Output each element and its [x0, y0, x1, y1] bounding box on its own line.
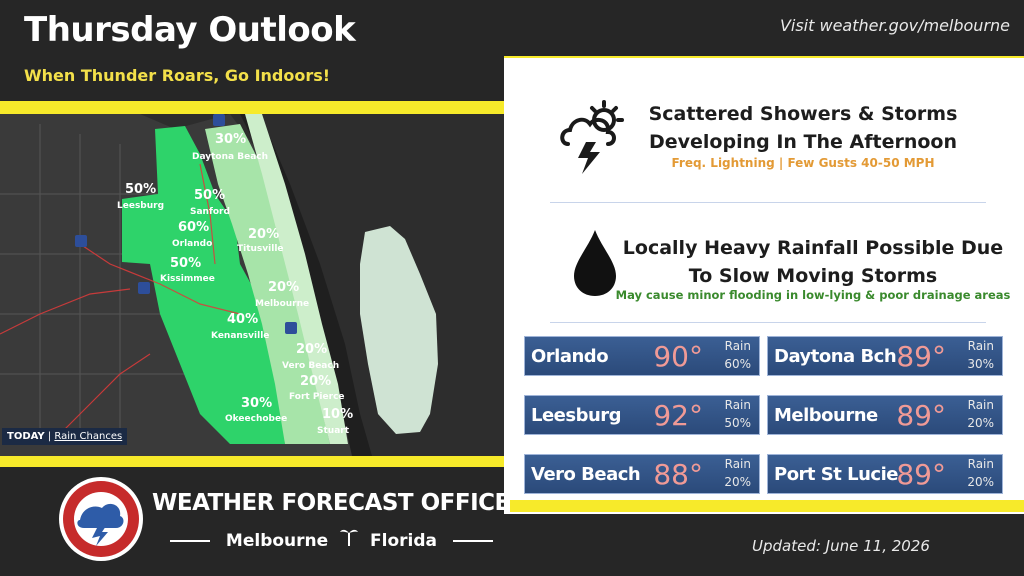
rain-pct: 60% [724, 357, 751, 371]
map-label-leesburg: Leesburg [117, 201, 165, 211]
map-pct-melbourne: 20% [268, 280, 300, 295]
map-pct-titusville: 20% [248, 227, 280, 242]
storm-headline: Scattered Showers & Storms Developing In… [640, 100, 966, 156]
map-label-titusville: Titusville [237, 244, 284, 254]
badge-today: TODAY [7, 431, 45, 442]
page-title: Thursday Outlook [24, 10, 356, 50]
rain-headline-line2: To Slow Moving Storms [688, 265, 938, 287]
rain-pct: 50% [724, 416, 751, 430]
map-label-sanford: Sanford [190, 207, 230, 217]
map-pct-orlando: 60% [178, 220, 210, 235]
rain-headline: Locally Heavy Rainfall Possible Due To S… [614, 234, 1012, 290]
map-label-daytona: Daytona Beach [192, 152, 269, 162]
rain-headline-line1: Locally Heavy Rainfall Possible Due [622, 237, 1004, 259]
map-graphic [0, 114, 520, 456]
map-pct-verobeach: 20% [296, 342, 328, 357]
city-card: Daytona Bch 89° Rain 30% [767, 336, 1003, 376]
location-rule-left [170, 540, 210, 542]
page-subtitle: When Thunder Roars, Go Indoors! [24, 66, 331, 85]
city-name: Orlando [531, 346, 609, 367]
rain-pct: 20% [724, 475, 751, 489]
thunderstorm-icon [556, 98, 636, 182]
rain-chances-link[interactable]: Rain Chances [54, 431, 123, 442]
city-name: Daytona Bch [774, 346, 897, 367]
map-label-verobeach: Vero Beach [282, 361, 340, 371]
city-card: Orlando 90° Rain 60% [524, 336, 760, 376]
rain-pct: 20% [967, 475, 994, 489]
rain-label: Rain [724, 457, 751, 471]
city-card: Port St Lucie 89° Rain 20% [767, 454, 1003, 494]
rain-chance-map: 30% Daytona Beach 50% Leesburg 50% Sanfo… [0, 114, 520, 456]
rain-label: Rain [967, 457, 994, 471]
city-temp: 89° [896, 458, 946, 491]
map-label-stuart: Stuart [317, 426, 350, 436]
office-city: Melbourne [225, 531, 329, 551]
updated-timestamp: Updated: June 11, 2026 [752, 537, 930, 555]
map-pct-kenansville: 40% [227, 312, 259, 327]
city-temp: 89° [896, 399, 946, 432]
map-label-fortpierce: Fort Pierce [289, 392, 345, 402]
map-label-orlando: Orlando [172, 239, 213, 249]
section-divider [550, 322, 986, 323]
map-label-okeechobee: Okeechobee [225, 414, 288, 424]
city-card: Melbourne 89° Rain 20% [767, 395, 1003, 435]
map-label-melbourne: Melbourne [255, 299, 310, 309]
rain-label: Rain [967, 339, 994, 353]
map-pct-kissimmee: 50% [170, 256, 202, 271]
city-temp: 89° [896, 340, 946, 373]
map-pct-sanford: 50% [194, 188, 226, 203]
rain-label: Rain [967, 398, 994, 412]
rain-label: Rain [724, 339, 751, 353]
map-badge: TODAY | Rain Chances [2, 428, 128, 445]
map-pct-daytona: 30% [215, 132, 247, 147]
storm-headline-line1: Scattered Showers & Storms [648, 103, 958, 125]
map-pct-leesburg: 50% [125, 182, 157, 197]
visit-link[interactable]: Visit weather.gov/melbourne [779, 16, 1010, 35]
nws-logo [58, 476, 144, 566]
storm-subheadline: Freq. Lightning | Few Gusts 40-50 MPH [671, 156, 935, 170]
city-name: Melbourne [774, 405, 878, 426]
interstate-shields [75, 114, 297, 334]
city-card: Leesburg 92° Rain 50% [524, 395, 760, 435]
city-name: Vero Beach [531, 464, 641, 485]
panel-bottom-stripe [510, 500, 1024, 512]
map-label-kissimmee: Kissimmee [160, 274, 215, 284]
city-name: Port St Lucie [774, 464, 898, 485]
rain-pct: 30% [967, 357, 994, 371]
yellow-divider-bottom [0, 456, 520, 467]
map-pct-okeechobee: 30% [241, 396, 273, 411]
office-title: WEATHER FORECAST OFFICE [152, 490, 510, 516]
yellow-divider-top [0, 101, 520, 114]
badge-separator: | [47, 431, 52, 442]
city-temp: 88° [653, 458, 703, 491]
rain-pct: 20% [967, 416, 994, 430]
raindrop-icon [572, 228, 618, 302]
map-pct-fortpierce: 20% [300, 374, 332, 389]
location-rule-right [452, 540, 493, 542]
storm-headline-line2: Developing In The Afternoon [648, 131, 958, 153]
city-temp: 90° [653, 340, 703, 373]
map-label-kenansville: Kenansville [211, 331, 270, 341]
palm-tree-icon [340, 526, 359, 551]
rain-label: Rain [724, 398, 751, 412]
city-card: Vero Beach 88° Rain 20% [524, 454, 760, 494]
office-state: Florida [370, 531, 437, 551]
city-temp: 92° [653, 399, 703, 432]
office-location: Melbourne Florida [170, 526, 493, 551]
map-pct-stuart: 10% [322, 407, 354, 422]
rain-subheadline: May cause minor flooding in low-lying & … [615, 288, 1011, 302]
section-divider [550, 202, 986, 203]
city-name: Leesburg [531, 405, 622, 426]
